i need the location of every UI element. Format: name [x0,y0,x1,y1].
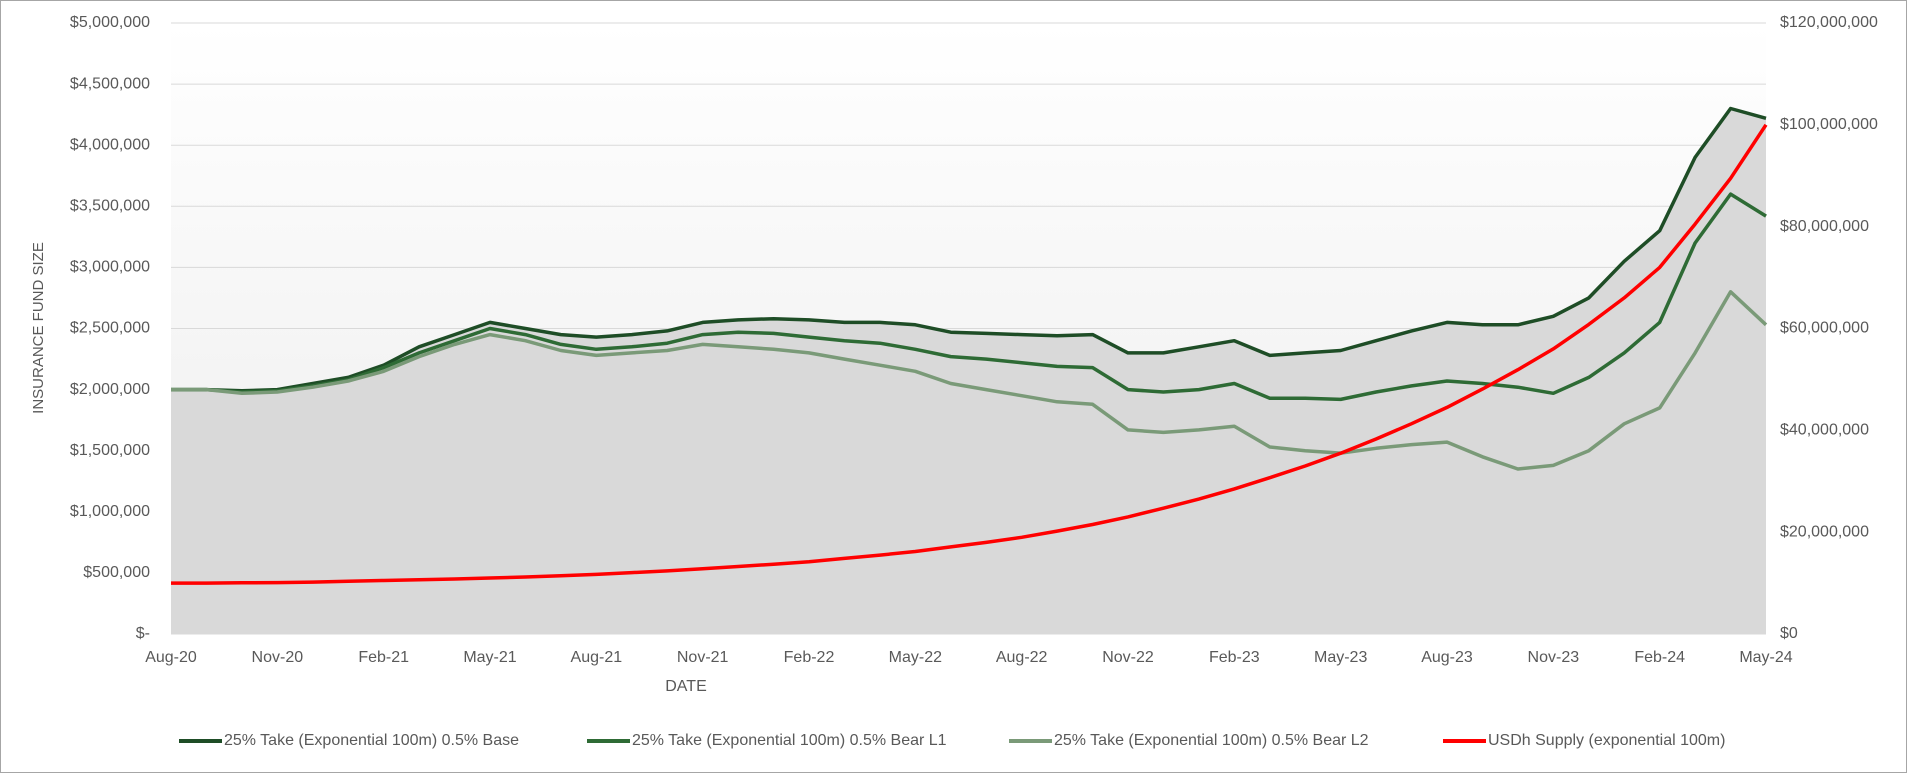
x-tick-label: Nov-23 [1528,649,1580,666]
y2-tick-label: $100,000,000 [1780,116,1878,133]
x-tick-label: May-24 [1739,649,1792,666]
y-tick-label: $4,000,000 [70,136,150,153]
y2-tick-label: $0 [1780,625,1798,642]
y-tick-label: $1,500,000 [70,442,150,459]
y2-tick-label: $80,000,000 [1780,218,1869,235]
legend-label: USDh Supply (exponential 100m) [1488,732,1725,749]
line [171,192,1767,402]
x-tick-label: Nov-22 [1102,649,1154,666]
x-axis-label: DATE [665,678,706,695]
x-tick-label: Aug-20 [145,649,197,666]
y-tick-label: $3,000,000 [70,259,150,276]
x-tick-label: Aug-21 [571,649,623,666]
y-tick-label: $5,000,000 [70,14,150,31]
x-tick-label: May-22 [889,649,942,666]
y-tick-label: $- [136,625,150,642]
y-tick-label: $2,500,000 [70,320,150,337]
x-tick-label: Nov-20 [252,649,304,666]
area [171,108,1766,634]
legend-label: 25% Take (Exponential 100m) 0.5% Base [224,732,519,749]
x-tick-label: Feb-24 [1634,649,1685,666]
legend-label: 25% Take (Exponential 100m) 0.5% Bear L2 [1054,732,1369,749]
y2-tick-label: $20,000,000 [1780,523,1869,540]
line [171,106,1767,393]
line [171,123,1768,585]
y2-tick-label: $40,000,000 [1780,422,1869,439]
y2-tick-label: $120,000,000 [1780,14,1878,31]
x-tick-label: Nov-21 [677,649,729,666]
x-tick-label: Feb-23 [1209,649,1260,666]
y-axis-label: INSURANCE FUND SIZE [30,242,47,414]
x-tick-label: Aug-22 [996,649,1048,666]
line [171,290,1768,471]
y-tick-label: $4,500,000 [70,75,150,92]
y-tick-label: $500,000 [83,564,150,581]
x-tick-label: Feb-21 [358,649,409,666]
y2-tick-label: $60,000,000 [1780,320,1869,337]
x-tick-label: Feb-22 [784,649,835,666]
legend-label: 25% Take (Exponential 100m) 0.5% Bear L1 [632,732,947,749]
y-tick-label: $3,500,000 [70,198,150,215]
y-tick-label: $1,000,000 [70,503,150,520]
x-tick-label: May-21 [463,649,516,666]
x-tick-label: Aug-23 [1421,649,1473,666]
y-tick-label: $2,000,000 [70,381,150,398]
x-tick-label: May-23 [1314,649,1367,666]
